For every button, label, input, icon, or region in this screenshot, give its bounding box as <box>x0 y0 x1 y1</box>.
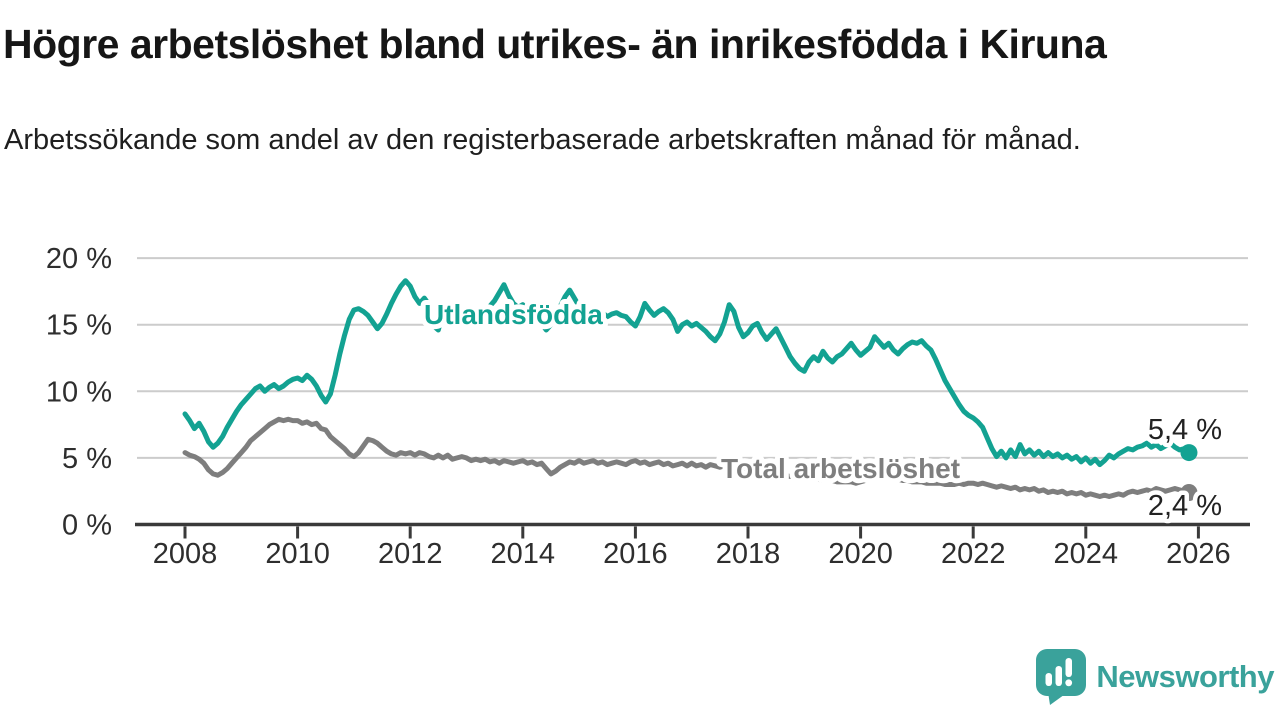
end-dot-utlandsfodda <box>1180 444 1198 462</box>
series-line-utlandsfodda <box>182 278 1192 468</box>
gridlines <box>137 257 1248 459</box>
x-tick-label: 2008 <box>153 538 218 570</box>
y-tick-label: 20 % <box>46 243 112 275</box>
series-line-total <box>182 416 1192 499</box>
x-tick-label: 2020 <box>828 538 893 570</box>
x-tick-label: 2026 <box>1166 538 1231 570</box>
x-tick-label: 2012 <box>378 538 443 570</box>
series-lines <box>182 278 1192 499</box>
newsworthy-branding: Newsworthy <box>1035 648 1274 705</box>
x-tick-label: 2016 <box>603 538 668 570</box>
newsworthy-logo-text: Newsworthy <box>1096 658 1274 694</box>
y-tick-label: 5 % <box>62 443 112 475</box>
end-value-label-total: 2,4 % <box>1148 490 1222 522</box>
series-end-dots <box>1180 444 1198 502</box>
x-tick-label: 2010 <box>265 538 330 570</box>
y-tick-label: 10 % <box>46 376 112 408</box>
x-tick-label: 2022 <box>941 538 1006 570</box>
newsworthy-logo-icon <box>1036 649 1087 705</box>
chart-subtitle: Arbetssökande som andel av den registerb… <box>4 124 1081 156</box>
page-title: Högre arbetslöshet bland utrikes- än inr… <box>3 21 1107 67</box>
y-tick-label: 15 % <box>46 310 112 342</box>
y-tick-label: 0 % <box>62 510 112 542</box>
series-label-utlandsfodda: Utlandsfödda <box>424 299 603 330</box>
end-dot-total <box>1180 484 1198 502</box>
end-value-label-utlandsfodda: 5,4 % <box>1148 414 1222 446</box>
x-axis: 2008 2010 2012 2014 2016 2018 2020 2022 2024 2026… <box>46 243 1250 570</box>
x-tick-label: 2024 <box>1054 538 1119 570</box>
x-tick-label: 2014 <box>491 538 556 570</box>
x-tick-label: 2018 <box>716 538 781 570</box>
series-label-total-arbetsloshet: Total arbetslöshet <box>721 453 960 484</box>
